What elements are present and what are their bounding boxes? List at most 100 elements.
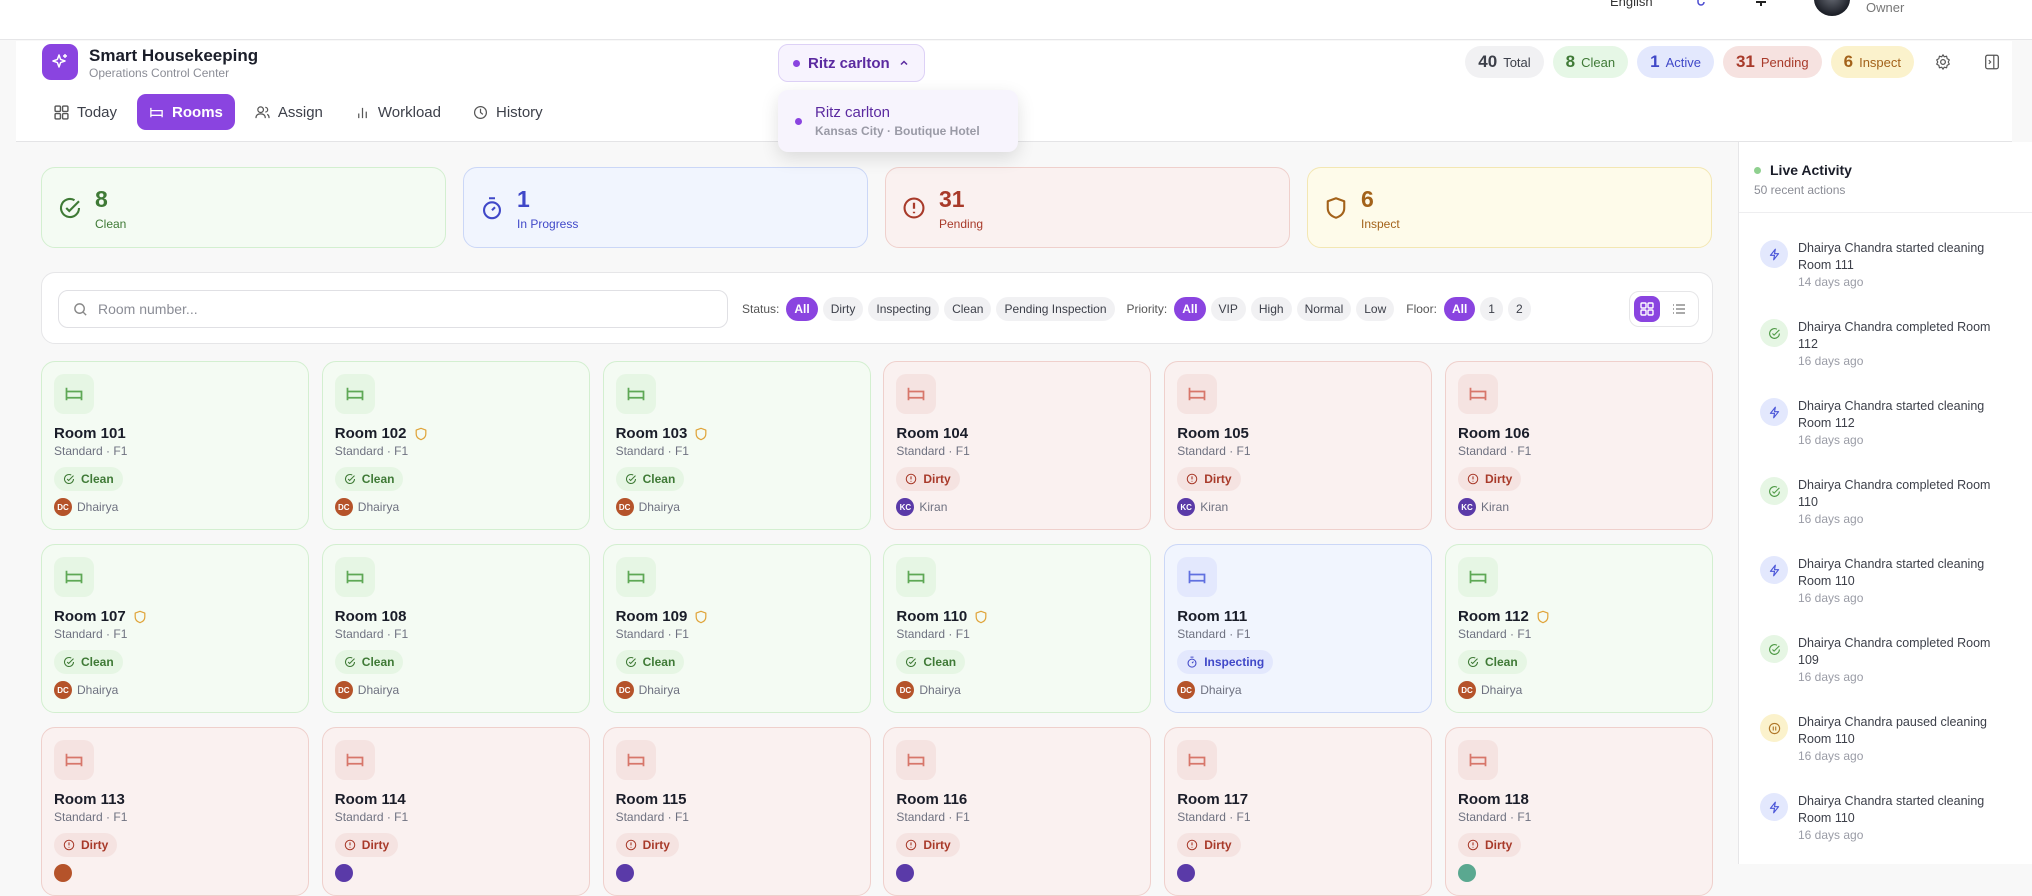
tab-rooms[interactable]: Rooms <box>137 94 235 130</box>
summary-pill-clean[interactable]: 8 Clean <box>1552 46 1629 78</box>
room-card[interactable]: Room 105 Standard · F1 Dirty KC Kiran <box>1164 361 1433 530</box>
translate-icon[interactable] <box>1695 0 1709 8</box>
hotel-selector[interactable]: Ritz carlton <box>778 44 925 82</box>
room-meta: Standard · F1 <box>1177 444 1251 458</box>
summary-pill-active[interactable]: 1 Active <box>1637 46 1714 78</box>
activity-item[interactable]: Dhairya Chandra completed Room 109 16 day… <box>1760 635 1998 684</box>
stat-value: 31 <box>939 186 965 212</box>
search-field[interactable] <box>58 290 728 328</box>
tab-today[interactable]: Today <box>42 94 129 130</box>
room-card[interactable]: Room 115 Standard · F1 Dirty <box>602 727 871 896</box>
activity-time: 16 days ago <box>1798 749 1864 763</box>
status-chip-clean[interactable]: Clean <box>944 297 992 321</box>
search-input[interactable] <box>98 301 727 317</box>
activity-item[interactable]: Dhairya Chandra started cleaning Room 11… <box>1760 793 1998 842</box>
room-card[interactable]: Room 102 Standard · F1 Clean DC Dhairya <box>321 361 590 530</box>
room-card[interactable]: Room 101 Standard · F1 Clean DC Dhairya <box>41 361 309 530</box>
zap-icon <box>1760 240 1788 268</box>
room-name: Room 116 <box>896 791 968 808</box>
bed-icon <box>334 740 375 780</box>
tab-history[interactable]: History <box>461 94 555 130</box>
summary-value: 6 <box>1843 52 1854 71</box>
room-name: Room 105 <box>1177 425 1249 442</box>
floor-chip-1[interactable]: 1 <box>1480 297 1503 321</box>
room-name: Room 106 <box>1457 425 1530 442</box>
bed-icon <box>1177 557 1218 597</box>
activity-item[interactable]: Dhairya Chandra started cleaning Room 11… <box>1760 556 1998 605</box>
status-chip-pending-inspection[interactable]: Pending Inspection <box>996 297 1115 321</box>
list-view-button[interactable] <box>1666 296 1692 322</box>
language-selector[interactable]: English <box>1610 0 1653 9</box>
activity-text: Dhairya Chandra completed Room 112 <box>1798 320 1991 351</box>
room-card[interactable]: Room 112 Standard · F1 Clean DC Dhairya <box>1444 544 1713 713</box>
tab-assign[interactable]: Assign <box>243 94 335 130</box>
room-title-row: Room 118 <box>1458 791 1529 808</box>
bed-icon <box>615 557 656 597</box>
room-card[interactable]: Room 108 Standard · F1 Clean DC Dhairya <box>321 544 590 713</box>
avatar: DC <box>54 498 72 516</box>
room-name: Room 107 <box>54 608 126 625</box>
floor-chip-2[interactable]: 2 <box>1507 297 1531 321</box>
activity-item[interactable]: Dhairya Chandra paused cleaning Room 110… <box>1760 714 1998 763</box>
assignee-name: Dhairya <box>1200 683 1242 697</box>
status-badge: Dirty <box>54 833 118 857</box>
avatar: DC <box>54 681 72 699</box>
status-chip-all[interactable]: All <box>786 297 818 321</box>
summary-pill-pending[interactable]: 31 Pending <box>1722 46 1822 78</box>
room-card[interactable]: Room 103 Standard · F1 Clean DC Dhairya <box>602 361 871 530</box>
priority-chip-vip[interactable]: VIP <box>1210 297 1246 321</box>
status-label: Dirty <box>923 838 951 852</box>
floor-chip-all[interactable]: All <box>1443 297 1476 321</box>
room-card[interactable]: Room 113 Standard · F1 Dirty <box>41 727 309 896</box>
room-card[interactable]: Room 109 Standard · F1 Clean DC Dhairya <box>602 544 871 713</box>
room-card[interactable]: Room 114 Standard · F1 Dirty <box>321 727 590 896</box>
priority-chip-normal[interactable]: Normal <box>1296 297 1352 321</box>
room-card[interactable]: Room 118 Standard · F1 Dirty <box>1444 727 1713 896</box>
bell-icon[interactable] <box>1754 0 1768 8</box>
priority-chip-all[interactable]: All <box>1174 297 1206 321</box>
room-meta: Standard · F1 <box>54 810 128 824</box>
room-meta: Standard · F1 <box>54 444 128 458</box>
room-title-row: Room 116 <box>896 791 967 808</box>
assignee-name: Kiran <box>1480 500 1509 514</box>
room-meta: Standard · F1 <box>54 627 128 641</box>
room-card[interactable]: Room 116 Standard · F1 Dirty <box>883 727 1152 896</box>
assignee: DC Dhairya <box>54 498 118 516</box>
room-name: Room 111 <box>1177 608 1248 625</box>
priority-chip-high[interactable]: High <box>1250 297 1292 321</box>
room-meta: Standard · F1 <box>334 810 409 824</box>
activity-body: Dhairya Chandra paused cleaning Room 110… <box>1798 714 1998 763</box>
activity-item[interactable]: Dhairya Chandra started cleaning Room 11… <box>1760 398 1998 447</box>
room-card[interactable]: Room 107 Standard · F1 Clean DC Dhairya <box>41 544 309 713</box>
activity-item[interactable]: Dhairya Chandra started cleaning Room 11… <box>1760 240 1998 289</box>
toggle-panel-button[interactable] <box>1972 46 2012 78</box>
room-card[interactable]: Room 117 Standard · F1 Dirty <box>1164 727 1433 896</box>
activity-item[interactable]: Dhairya Chandra completed Room 110 16 day… <box>1760 477 1998 526</box>
settings-button[interactable] <box>1923 46 1963 78</box>
avatar: DC <box>1457 681 1476 699</box>
check-circle-icon <box>344 656 356 668</box>
bed-icon <box>1457 740 1498 780</box>
status-label: Dirty <box>642 838 670 852</box>
check-circle-icon <box>1760 477 1788 505</box>
tab-workload[interactable]: Workload <box>343 94 453 130</box>
status-badge: Inspecting <box>1177 650 1274 674</box>
grid-view-button[interactable] <box>1634 296 1660 322</box>
avatar: DC <box>896 681 915 699</box>
user-avatar[interactable] <box>1814 0 1850 16</box>
avatar: KC <box>896 498 915 516</box>
priority-chip-low[interactable]: Low <box>1356 297 1395 321</box>
room-card[interactable]: Room 106 Standard · F1 Dirty KC Kiran <box>1444 361 1713 530</box>
status-chip-inspecting[interactable]: Inspecting <box>868 297 940 321</box>
room-card[interactable]: Room 104 Standard · F1 Dirty KC Kiran <box>883 361 1152 530</box>
activity-item[interactable]: Dhairya Chandra completed Room 112 16 day… <box>1760 319 1998 368</box>
status-chip-dirty[interactable]: Dirty <box>822 297 864 321</box>
summary-pill-total[interactable]: 40 Total <box>1465 46 1544 78</box>
summary-pill-inspect[interactable]: 6 Inspect <box>1830 46 1914 78</box>
activity-body: Dhairya Chandra completed Room 109 16 day… <box>1798 635 1998 684</box>
room-card[interactable]: Room 111 Standard · F1 Inspecting DC Dhairya <box>1164 544 1433 713</box>
activity-time: 16 days ago <box>1798 433 1864 447</box>
status-label: Inspecting <box>1204 655 1265 669</box>
room-card[interactable]: Room 110 Standard · F1 Clean DC Dhairya <box>883 544 1152 713</box>
